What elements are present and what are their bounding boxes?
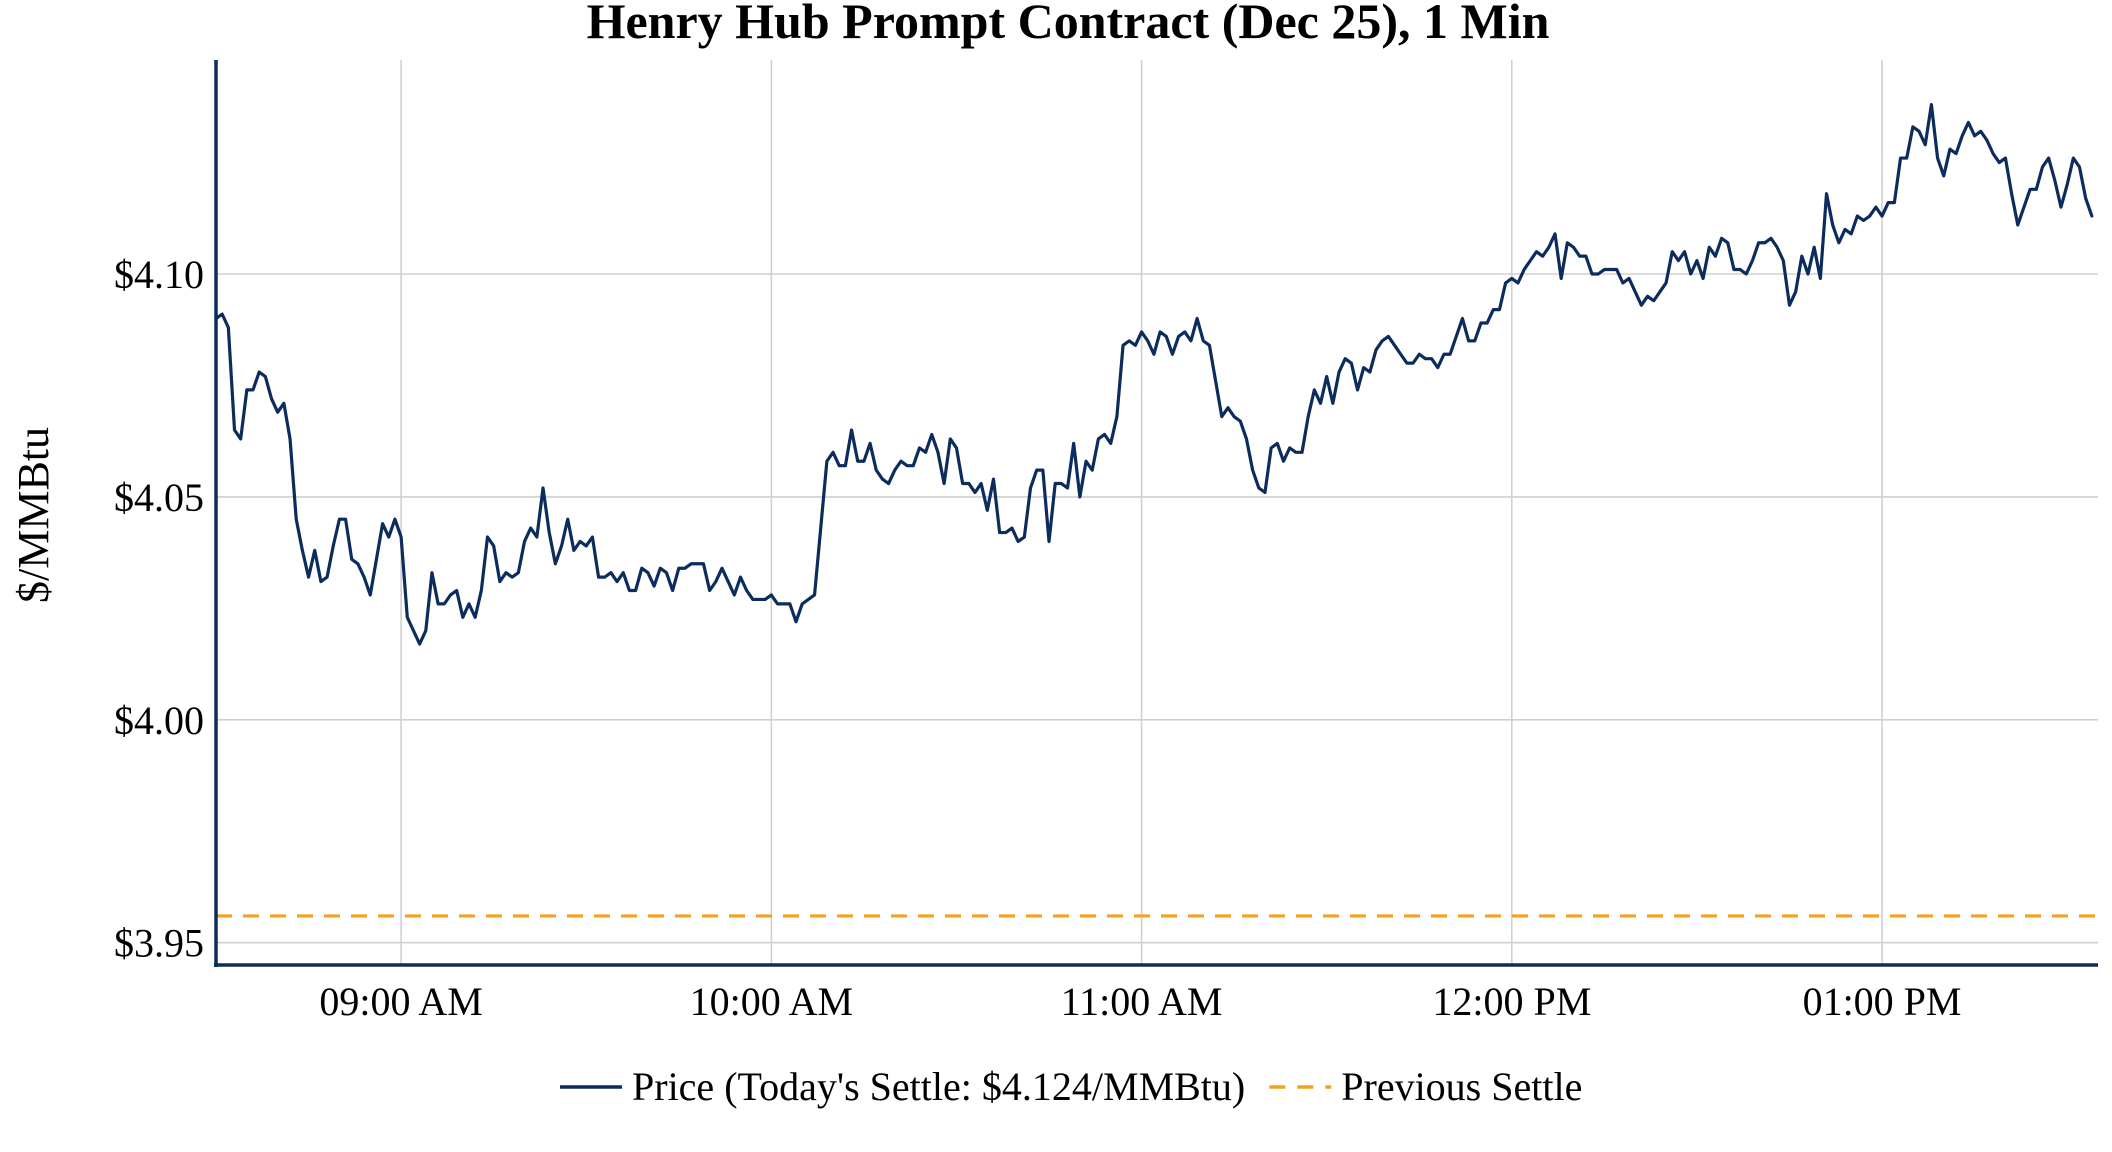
plot-series bbox=[214, 102, 2098, 918]
price-line bbox=[214, 102, 2094, 646]
legend: Price (Today's Settle: $4.124/MMBtu) Prev… bbox=[560, 1064, 1582, 1109]
x-tick-label: 11:00 AM bbox=[1061, 979, 1223, 1024]
x-tick-label: 09:00 AM bbox=[319, 979, 482, 1024]
y-tick-label: $4.00 bbox=[114, 698, 204, 743]
legend-label: Price (Today's Settle: $4.124/MMBtu) bbox=[632, 1064, 1245, 1109]
y-axis-label: $/MMBtu bbox=[9, 427, 58, 603]
tick-labels: $3.95 $4.00 $4.05 $4.10 09:00 AM 10:00 AM 11:0… bbox=[114, 252, 1962, 1024]
grid-lines bbox=[216, 60, 2098, 965]
axes bbox=[214, 60, 2098, 967]
legend-label: Previous Settle bbox=[1341, 1064, 1582, 1109]
x-tick-label: 10:00 AM bbox=[690, 979, 853, 1024]
y-tick-label: $4.05 bbox=[114, 475, 204, 520]
x-tick-label: 12:00 PM bbox=[1432, 979, 1591, 1024]
x-tick-label: 01:00 PM bbox=[1803, 979, 1962, 1024]
chart-title: Henry Hub Prompt Contract (Dec 25), 1 Mi… bbox=[587, 0, 1550, 49]
y-tick-label: $4.10 bbox=[114, 252, 204, 297]
y-tick-label: $3.95 bbox=[114, 921, 204, 966]
